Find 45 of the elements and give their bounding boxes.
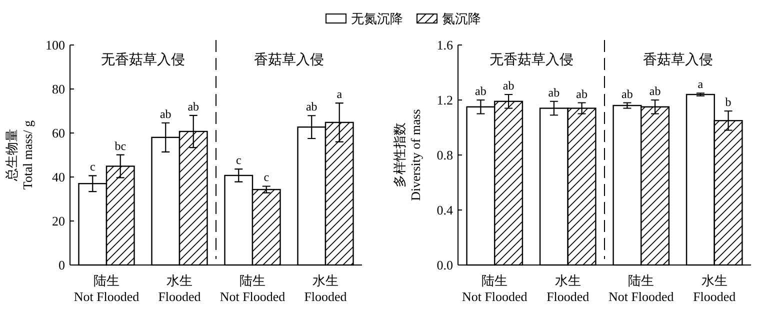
annotation: 香菇草入侵 — [642, 52, 713, 68]
data-label: ab — [649, 84, 661, 98]
x-tick-label: 水生 Flooded — [693, 273, 736, 304]
x-tick-label: 陆生 Not Flooded — [74, 273, 140, 304]
annotation: 无香菇草入侵 — [489, 52, 574, 68]
x-tick-label: 陆生 Not Flooded — [220, 273, 286, 304]
data-label: ab — [160, 106, 172, 121]
data-label: c — [90, 160, 96, 174]
legend-label: 无氮沉降 — [351, 11, 403, 26]
y-tick-label: 1.6 — [436, 38, 454, 52]
data-label: c — [264, 170, 270, 184]
x-tick-label: 水生 Flooded — [546, 273, 590, 304]
x-tick-label: 水生 Flooded — [158, 273, 202, 304]
annotation: 香菇草入侵 — [254, 52, 324, 68]
y-axis-title: 总生物量 Total mass/ g — [4, 120, 35, 190]
data-label: ab — [475, 84, 486, 98]
data-label: a — [698, 77, 704, 92]
data-label: ab — [622, 86, 633, 101]
legend: 无氮沉降 — [326, 11, 403, 26]
y-tick-label: 0.8 — [436, 148, 453, 162]
x-tick-label: 陆生 Not Flooded — [462, 273, 528, 304]
data-label: ab — [188, 99, 200, 114]
y-tick-label: 100 — [46, 38, 65, 52]
y-tick-label: 80 — [52, 82, 65, 96]
y-axis-title: 多样性指数 Diversity of mass — [392, 109, 423, 201]
y-tick-label: 0.0 — [436, 258, 453, 272]
y-tick-label: 60 — [52, 126, 65, 140]
data-label: b — [725, 95, 732, 109]
legend-label: 氮沉降 — [442, 11, 481, 26]
x-tick-label: 陆生 Not Flooded — [608, 273, 674, 304]
data-label: ab — [576, 86, 588, 101]
data-label: bc — [114, 138, 126, 153]
data-label: ab — [548, 85, 560, 100]
y-tick-label: 1.2 — [436, 92, 453, 108]
data-label: a — [336, 87, 343, 102]
y-tick-label: 0 — [58, 258, 65, 272]
y-tick-label: 40 — [52, 170, 65, 184]
annotation: 无香菇草入侵 — [101, 52, 185, 68]
data-label: ab — [502, 78, 514, 92]
x-tick-label: 水生 Flooded — [304, 273, 348, 304]
legend: 氮沉降 — [416, 11, 481, 26]
data-label: c — [236, 153, 242, 168]
y-tick-label: 20 — [52, 214, 65, 228]
data-label: ab — [306, 100, 318, 114]
y-tick-label: 0.4 — [436, 202, 454, 218]
